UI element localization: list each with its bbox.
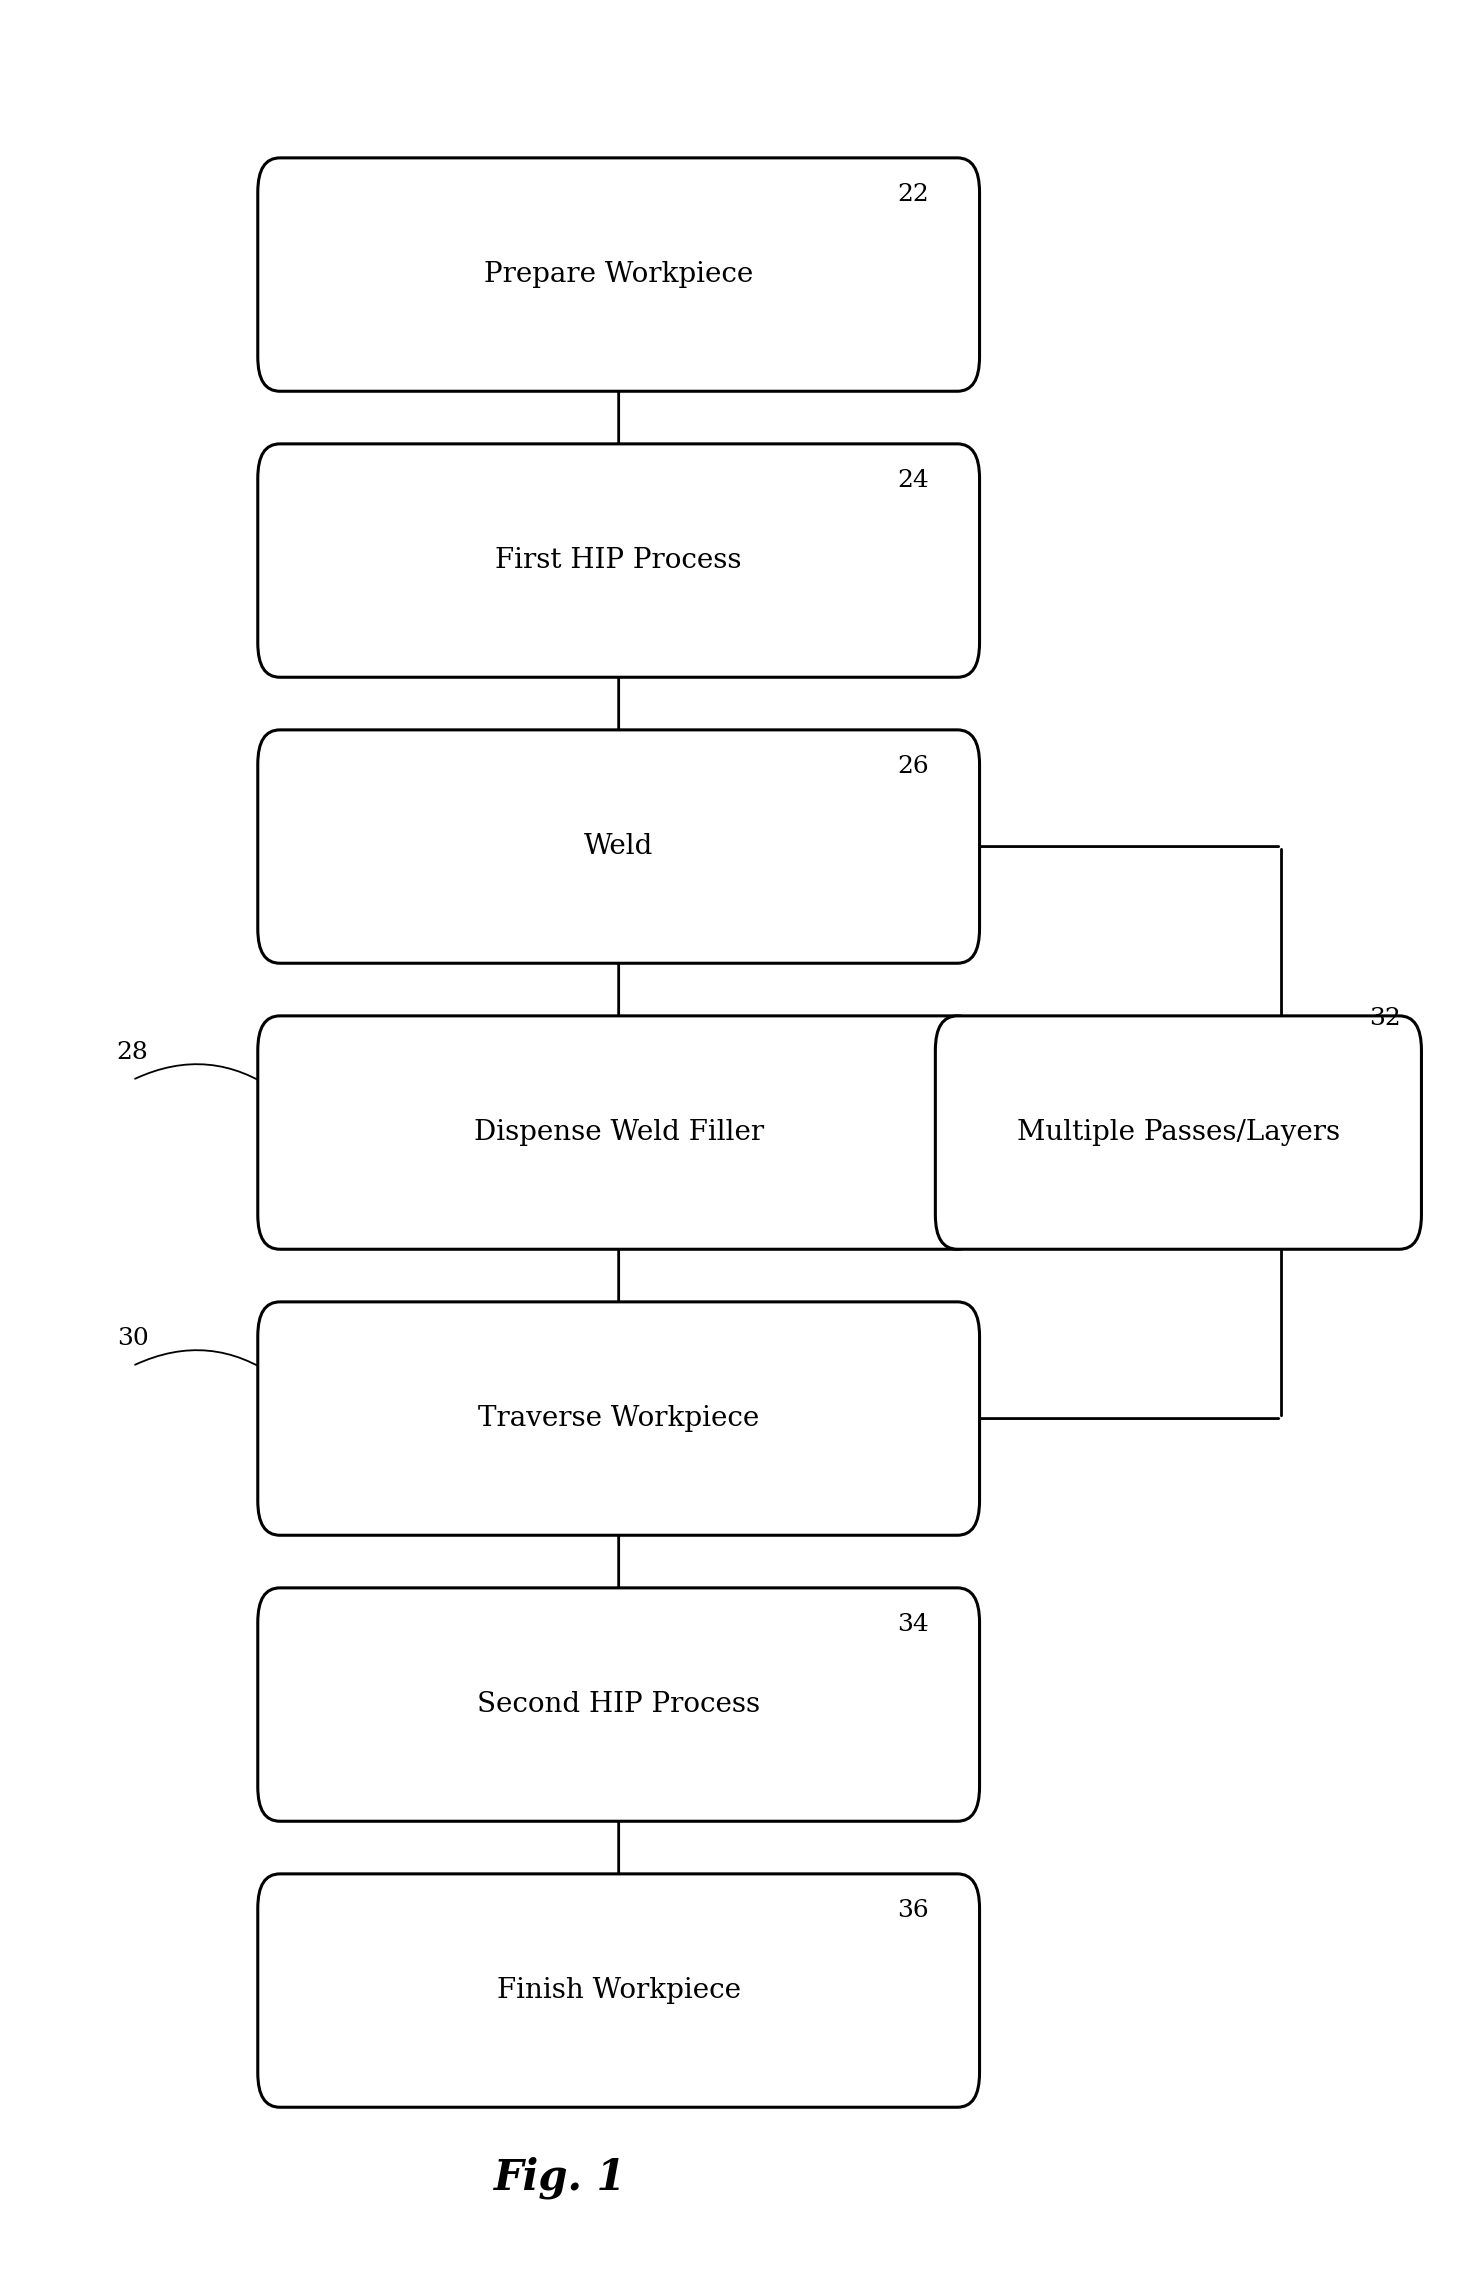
FancyBboxPatch shape: [935, 1016, 1421, 1249]
Text: Dispense Weld Filler: Dispense Weld Filler: [474, 1119, 763, 1146]
FancyBboxPatch shape: [258, 158, 980, 391]
Text: First HIP Process: First HIP Process: [495, 547, 742, 574]
FancyBboxPatch shape: [258, 1016, 980, 1249]
Text: 34: 34: [897, 1613, 929, 1636]
Text: Multiple Passes/Layers: Multiple Passes/Layers: [1016, 1119, 1340, 1146]
FancyBboxPatch shape: [258, 730, 980, 963]
Text: 30: 30: [116, 1327, 149, 1350]
FancyBboxPatch shape: [258, 1874, 980, 2107]
Text: Finish Workpiece: Finish Workpiece: [496, 1977, 741, 2004]
Text: Prepare Workpiece: Prepare Workpiece: [485, 261, 753, 288]
Text: 22: 22: [897, 183, 929, 206]
Text: Traverse Workpiece: Traverse Workpiece: [479, 1405, 759, 1432]
Text: Weld: Weld: [583, 833, 654, 860]
Text: 36: 36: [897, 1899, 929, 1922]
FancyBboxPatch shape: [258, 1588, 980, 1821]
FancyBboxPatch shape: [258, 444, 980, 677]
FancyBboxPatch shape: [258, 1302, 980, 1535]
Text: 24: 24: [897, 469, 929, 492]
Text: 28: 28: [116, 1041, 149, 1064]
Text: 26: 26: [897, 755, 929, 778]
Text: Fig. 1: Fig. 1: [493, 2158, 626, 2199]
Text: Second HIP Process: Second HIP Process: [477, 1691, 760, 1718]
Text: 32: 32: [1368, 1007, 1401, 1030]
